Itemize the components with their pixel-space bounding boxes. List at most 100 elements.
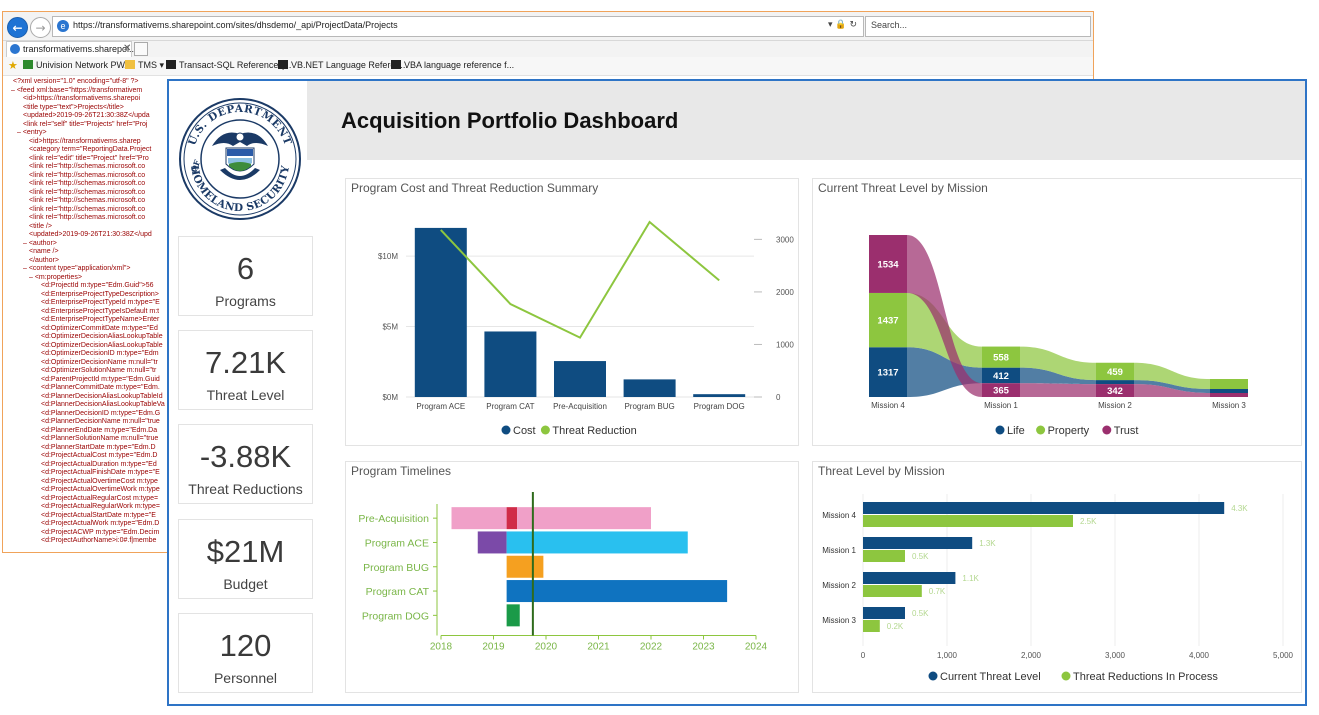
page-title: Acquisition Portfolio Dashboard (341, 108, 679, 133)
y2-tick-label: 3000 (776, 235, 794, 244)
xml-line: <d:OptimizerCommitDate m:type="Ed (41, 324, 158, 332)
favorite-link[interactable]: Transact-SQL Reference (... (166, 60, 291, 70)
xml-line: <updated>2019-09-26T21:30:38Z</upd (29, 231, 152, 238)
ribbon-segment (869, 235, 907, 293)
forward-button[interactable]: → (30, 17, 51, 38)
data-label: 0.7K (929, 587, 946, 596)
kpi-threat-level-card[interactable]: 7.21K Threat Level (178, 330, 313, 410)
address-bar[interactable]: e https://transformativems.sharepoint.co… (52, 16, 864, 37)
program-timelines-panel[interactable]: Program Timelines 2018 2019 2020 2021 2022 20… (345, 461, 799, 693)
program-cost-chart: $0M $5M $10M 0 1000 2000 3000 Program ACE Progra… (378, 220, 794, 437)
address-controls[interactable]: ▾ 🔒 ↻ (828, 20, 857, 30)
legend-marker (928, 671, 938, 681)
xml-line: <d:ProjectACWP m:type="Edm.Decim (41, 528, 160, 536)
xml-line: <d:OptimizerDecisionID m:type="Edm (41, 350, 159, 357)
x-tick-label: 2023 (692, 642, 715, 653)
kpi-programs-card[interactable]: 6 Programs (178, 236, 313, 316)
favorites-star-icon[interactable]: ★ (8, 59, 18, 72)
timeline-bar (506, 555, 544, 578)
xml-line: <d:ProjectActualStartDate m:type="E (41, 511, 156, 519)
favorites-bar: ★ Univision Network PWA TMS ▾ Transact-S… (3, 57, 1093, 76)
xml-line: <d:EnterpriseProjectTypeId m:type="E (41, 299, 160, 306)
kpi-threat-reductions-card[interactable]: -3.88K Threat Reductions (178, 424, 313, 504)
xml-line: <d:PlannerCommitDate m:type="Edm. (41, 384, 160, 391)
favorite-link[interactable]: VBA language reference f... (391, 60, 514, 70)
legend-label: Property (1048, 425, 1090, 437)
kpi-value: 6 (236, 251, 255, 286)
data-label: 558 (993, 353, 1009, 364)
bar (863, 537, 973, 549)
kpi-budget-card[interactable]: $21M Budget (178, 519, 313, 599)
xml-line: <d:OptimizerDecisionAliasLookupTable (41, 333, 163, 340)
kpi-personnel-card[interactable]: 120 Personnel (178, 613, 313, 693)
browser-tab[interactable]: transformativems.sharepoi... ✕ (6, 41, 137, 57)
xml-line: <d:PlannerStartDate m:type="Edm.D (41, 443, 156, 451)
ribbon-band (1134, 362, 1210, 389)
xml-line: <title /> (29, 222, 52, 230)
back-button[interactable]: ← (7, 17, 28, 38)
xml-line: <d:ProjectActualRegularWork m:type= (41, 503, 160, 510)
xml-line: <d:ProjectId m:type="Edm.Guid">56 (41, 282, 154, 289)
x-tick-label: 0 (861, 651, 866, 660)
xml-line: <d:OptimizerSolutionName m:null="tr (41, 367, 157, 374)
kpi-value: 120 (219, 628, 272, 663)
legend-label: Threat Reductions In Process (1073, 671, 1218, 683)
new-tab-button[interactable] (134, 42, 148, 56)
xml-line: <d:ProjectAuthorName>i:0#.f|membe (41, 537, 157, 544)
bar (863, 620, 880, 632)
x-tick-label: 2020 (535, 642, 558, 653)
ribbon-segment (1096, 380, 1134, 385)
x-tick-label: 5,000 (1273, 651, 1294, 660)
data-label: 1.3K (979, 539, 996, 548)
y2-tick-label: 2000 (776, 288, 794, 297)
bar (693, 394, 746, 397)
program-cost-chart-panel[interactable]: Program Cost and Threat Reduction Summar… (345, 178, 799, 446)
timeline-bar (506, 580, 728, 603)
ribbon-band (1020, 367, 1096, 385)
search-input[interactable]: Search... (865, 16, 1091, 37)
timeline-bar (506, 507, 518, 530)
ribbon-band (1020, 346, 1096, 381)
bar (863, 607, 905, 619)
ribbon-segment (869, 347, 907, 397)
chart-title: Threat Level by Mission (818, 464, 945, 478)
x-tick-label: Mission 4 (871, 401, 905, 410)
xml-line: – <content type="application/xml"> (23, 265, 131, 272)
ribbon-band (907, 235, 982, 397)
x-tick-label: Mission 2 (1098, 401, 1132, 410)
chart-title: Current Threat Level by Mission (818, 181, 988, 195)
site-icon: e (57, 20, 69, 32)
xml-line: <link rel="http://schemas.microsoft.co (29, 197, 146, 204)
threat-level-ribbon-panel[interactable]: Current Threat Level by Mission 1317 1437… (812, 178, 1302, 446)
xml-document: <?xml version="1.0" encoding="utf-8" ?> –… (3, 76, 1093, 552)
y2-tick-label: 1000 (776, 340, 794, 349)
xml-line: <d:PlannerEndDate m:type="Edm.Da (41, 426, 158, 434)
xml-line: <d:PlannerDecisionAliasLookupTableId (41, 392, 163, 400)
kpi-value: 7.21K (204, 345, 286, 380)
microsoft-docs-icon (391, 60, 401, 69)
legend-label: Trust (1114, 425, 1139, 437)
ribbon-segment (982, 367, 1020, 384)
xml-line: – <m:properties> (29, 273, 82, 281)
xml-line: <id>https://transformativems.sharepoi (23, 95, 141, 102)
row-label: Program BUG (363, 562, 429, 574)
favorite-link[interactable]: Univision Network PWA (23, 60, 131, 70)
kpi-value: -3.88K (199, 439, 292, 474)
x-tick-label: 2021 (587, 642, 610, 653)
bar (484, 331, 537, 397)
close-tab-icon[interactable]: ✕ (123, 43, 132, 54)
x-tick-label: Program DOG (694, 402, 745, 411)
xml-line: <d:OptimizerDecisionName m:null="tr (41, 358, 158, 366)
threat-by-mission-panel[interactable]: Threat Level by Mission 0 1,000 2,000 3,000… (812, 461, 1302, 693)
favorite-folder[interactable]: TMS ▾ (125, 60, 164, 71)
legend-marker (501, 425, 511, 435)
xml-line: <d:EnterpriseProjectTypeDescription> (41, 290, 159, 298)
legend-marker (1061, 671, 1071, 681)
ribbon-segment (1210, 389, 1248, 393)
xml-line: <d:PlannerDecisionAliasLookupTableVa (41, 401, 165, 408)
tab-label: transformativems.sharepoi... (23, 44, 137, 54)
favorite-link[interactable]: VB.NET Language Referen... (278, 60, 408, 70)
bar (414, 227, 467, 397)
xml-line: <d:EnterpriseProjectTypeIsDefault m:t (41, 307, 160, 315)
xml-line: <link rel="http://schemas.microsoft.co (29, 171, 146, 179)
